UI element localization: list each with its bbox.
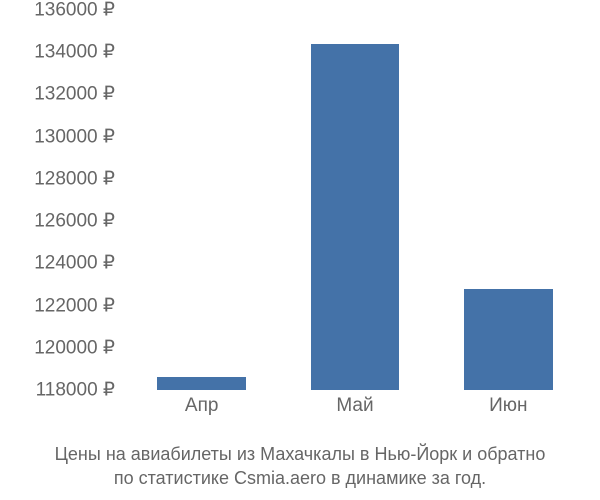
y-axis-label: 126000 ₽ bbox=[10, 210, 115, 233]
x-axis-label: Июн bbox=[489, 395, 527, 417]
description-line-2: по статистике Csmia.aero в динамике за г… bbox=[114, 468, 486, 488]
y-axis-label: 132000 ₽ bbox=[10, 83, 115, 106]
x-axis-label: Апр bbox=[185, 395, 219, 417]
y-axis-label: 128000 ₽ bbox=[10, 167, 115, 190]
chart-description: Цены на авиабилеты из Махачкалы в Нью-Йо… bbox=[0, 443, 600, 490]
y-axis-label: 124000 ₽ bbox=[10, 252, 115, 275]
y-axis-label: 134000 ₽ bbox=[10, 41, 115, 64]
y-axis-label: 118000 ₽ bbox=[10, 379, 115, 402]
bar bbox=[157, 377, 246, 390]
bar bbox=[464, 289, 553, 390]
price-chart: 118000 ₽ 120000 ₽ 122000 ₽ 124000 ₽ 126000 ₽… bbox=[10, 10, 590, 440]
plot-area bbox=[125, 10, 585, 390]
y-axis-label: 120000 ₽ bbox=[10, 336, 115, 359]
description-line-1: Цены на авиабилеты из Махачкалы в Нью-Йо… bbox=[55, 444, 546, 464]
x-axis-label: Май bbox=[336, 395, 373, 417]
y-axis-label: 136000 ₽ bbox=[10, 0, 115, 22]
y-axis-label: 122000 ₽ bbox=[10, 294, 115, 317]
x-axis: Апр Май Июн bbox=[125, 395, 585, 425]
y-axis-label: 130000 ₽ bbox=[10, 125, 115, 148]
bar bbox=[311, 44, 400, 390]
y-axis: 118000 ₽120000 ₽122000 ₽124000 ₽126000 ₽… bbox=[10, 10, 125, 390]
